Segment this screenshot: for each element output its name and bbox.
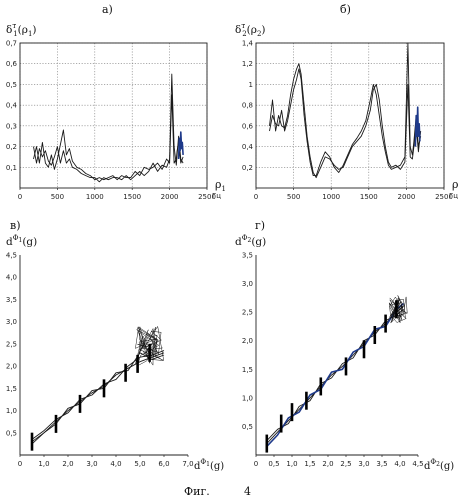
- y-tick-label: 3,5: [242, 252, 253, 260]
- y-tick-label: 4,0: [6, 274, 17, 282]
- x-axis-title: dΦ1(g): [194, 458, 224, 472]
- x-tick-label: 3,0: [86, 460, 97, 468]
- x-tick-label: 500: [51, 193, 64, 201]
- chart-panel-1: а)δт1(ρ1)050010001500200025000,10,20,30,…: [6, 3, 226, 201]
- y-tick-label: 2,0: [242, 337, 253, 345]
- x-tick-label: 3,0: [358, 460, 369, 468]
- caption-word: Фиг.: [184, 485, 210, 498]
- y-tick-label: 0,4: [6, 102, 18, 110]
- series-line-1: [32, 353, 164, 442]
- chart-panel-4: г) dΦ2(g) 0 0,5 1,0 1,5 2,0 2,5 3,0 3,5 4,0 4,5 0,5 1…: [235, 219, 454, 472]
- caption-number: 4: [244, 485, 251, 498]
- y-tick-label: 1,4: [242, 40, 254, 48]
- y-axis-title: dΦ1(g): [6, 234, 37, 248]
- x-tick-label: 0: [18, 460, 22, 468]
- y-tick-label: 0,5: [242, 423, 253, 431]
- y-tick-label: 1,0: [242, 394, 253, 402]
- y-tick-label: 0,2: [6, 143, 17, 151]
- y-axis-title: δт2(ρ2): [235, 22, 266, 38]
- x-tick-label: 2,0: [322, 460, 333, 468]
- x-axis-title: ρ1: [215, 178, 226, 193]
- y-axis-title: dΦ2(g): [235, 234, 266, 248]
- x-tick-label: 0: [254, 460, 258, 468]
- series-line-2: [270, 43, 421, 176]
- x-tick-label: 7,0: [182, 460, 193, 468]
- y-tick-label: 0,8: [242, 102, 253, 110]
- x-tick-label: 500: [287, 193, 300, 201]
- y-title-close: ): [261, 24, 265, 36]
- panel-label: г): [255, 219, 265, 232]
- x-tick-label: 1000: [322, 193, 340, 201]
- y-tick-label: 1: [249, 81, 253, 89]
- x-tick-label: 2,0: [62, 460, 73, 468]
- y-title-close: ): [32, 24, 36, 36]
- x-tick-label: 1,5: [304, 460, 315, 468]
- x-tick-label: 4,5: [412, 460, 423, 468]
- y-tick-label: 0,7: [6, 40, 17, 48]
- y-title-sup: т: [241, 22, 245, 30]
- y-tick-label: 1,0: [6, 407, 17, 415]
- x-axis-title: dΦ2(g): [424, 458, 454, 472]
- x-tick-label: 1,0: [38, 460, 49, 468]
- x-title-sub: 1: [221, 185, 225, 193]
- x-tick-label: 1500: [360, 193, 378, 201]
- x-tick-label: 5,0: [134, 460, 145, 468]
- series-line-3: [32, 353, 164, 444]
- y-tick-label: 0,5: [6, 81, 17, 89]
- x-tick-label: 2000: [161, 193, 179, 201]
- chart-panel-2: б)δт2(ρ2)050010001500200025000,20,40,60,…: [235, 3, 458, 201]
- panel-label: в): [10, 219, 20, 232]
- y-tick-label: 3,5: [6, 296, 17, 304]
- y-tick-label: 0,6: [242, 122, 254, 130]
- y-tick-label: 0,6: [6, 60, 18, 68]
- x-tick-label: 1,0: [286, 460, 297, 468]
- y-title-arg: (g): [251, 236, 266, 248]
- x-tick-label: 1000: [86, 193, 104, 201]
- y-tick-label: 0,5: [6, 429, 17, 437]
- x-tick-label: 1500: [123, 193, 141, 201]
- x-tick-label: 4,0: [394, 460, 405, 468]
- y-tick-label: 3,0: [6, 318, 17, 326]
- y-tick-label: 0,2: [242, 164, 253, 172]
- y-axis-title: δт1(ρ1): [6, 22, 37, 38]
- panel-label: б): [340, 3, 351, 16]
- x-tick-label: 0: [18, 193, 22, 201]
- y-tick-label: 2,5: [6, 340, 17, 348]
- y-tick-label: 0,3: [6, 122, 17, 130]
- x-tick-label: 0,5: [268, 460, 279, 468]
- x-axis-title: ρ2: [452, 178, 458, 193]
- y-tick-label: 3,0: [242, 280, 253, 288]
- chart-panel-3: в) dΦ1(g) 0 1,0 2,0 3,0 4,0 5,0 6,0 7,0 0,5 1,0 1,5 2…: [6, 219, 224, 472]
- x-tick-label: 0: [254, 193, 258, 201]
- y-tick-label: 2,5: [242, 309, 253, 317]
- x-tick-label: 4,0: [110, 460, 121, 468]
- y-title-arg: (ρ: [18, 24, 28, 36]
- x-tick-label: 6,0: [158, 460, 169, 468]
- x-tick-label: 3,5: [376, 460, 387, 468]
- x-axis-unit: Гц: [212, 192, 221, 200]
- y-title-arg: (g): [22, 236, 37, 248]
- x-title-main: ρ: [452, 178, 458, 191]
- y-tick-label: 1,5: [6, 385, 17, 393]
- cluster-scribble: [389, 295, 407, 323]
- figure-caption: Фиг. 4: [184, 485, 251, 498]
- y-tick-label: 4,5: [6, 252, 17, 260]
- y-tick-label: 0,1: [6, 164, 17, 172]
- y-tick-label: 0,4: [242, 143, 254, 151]
- x-tick-label: 2,5: [340, 460, 351, 468]
- x-axis-unit: Гц: [449, 192, 458, 200]
- x-title-arg: (g): [210, 461, 224, 472]
- y-tick-label: 1,2: [242, 60, 253, 68]
- y-title-sup: т: [12, 22, 16, 30]
- y-tick-label: 2,0: [6, 363, 17, 371]
- y-title-arg: (ρ: [247, 24, 257, 36]
- panel-label: а): [102, 3, 113, 16]
- y-tick-label: 1,5: [242, 366, 253, 374]
- x-title-arg: (g): [440, 461, 454, 472]
- x-tick-label: 2000: [397, 193, 415, 201]
